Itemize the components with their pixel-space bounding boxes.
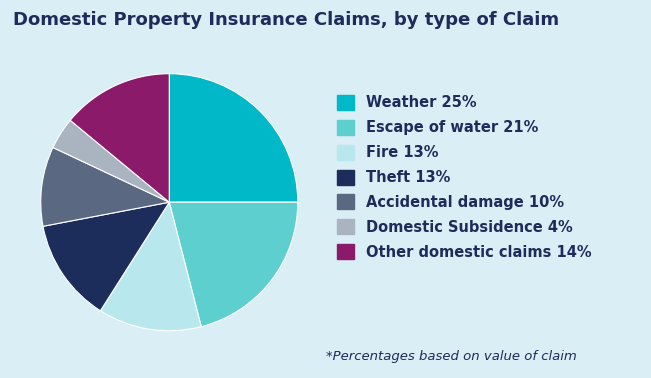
Wedge shape (100, 202, 201, 331)
Text: Domestic Property Insurance Claims, by type of Claim: Domestic Property Insurance Claims, by t… (13, 11, 559, 29)
Text: *Percentages based on value of claim: *Percentages based on value of claim (326, 350, 576, 363)
Wedge shape (169, 74, 298, 202)
Wedge shape (169, 202, 298, 327)
Wedge shape (43, 202, 169, 311)
Wedge shape (53, 120, 169, 202)
Wedge shape (70, 74, 169, 202)
Legend: Weather 25%, Escape of water 21%, Fire 13%, Theft 13%, Accidental damage 10%, Do: Weather 25%, Escape of water 21%, Fire 1… (337, 95, 592, 260)
Wedge shape (41, 147, 169, 226)
